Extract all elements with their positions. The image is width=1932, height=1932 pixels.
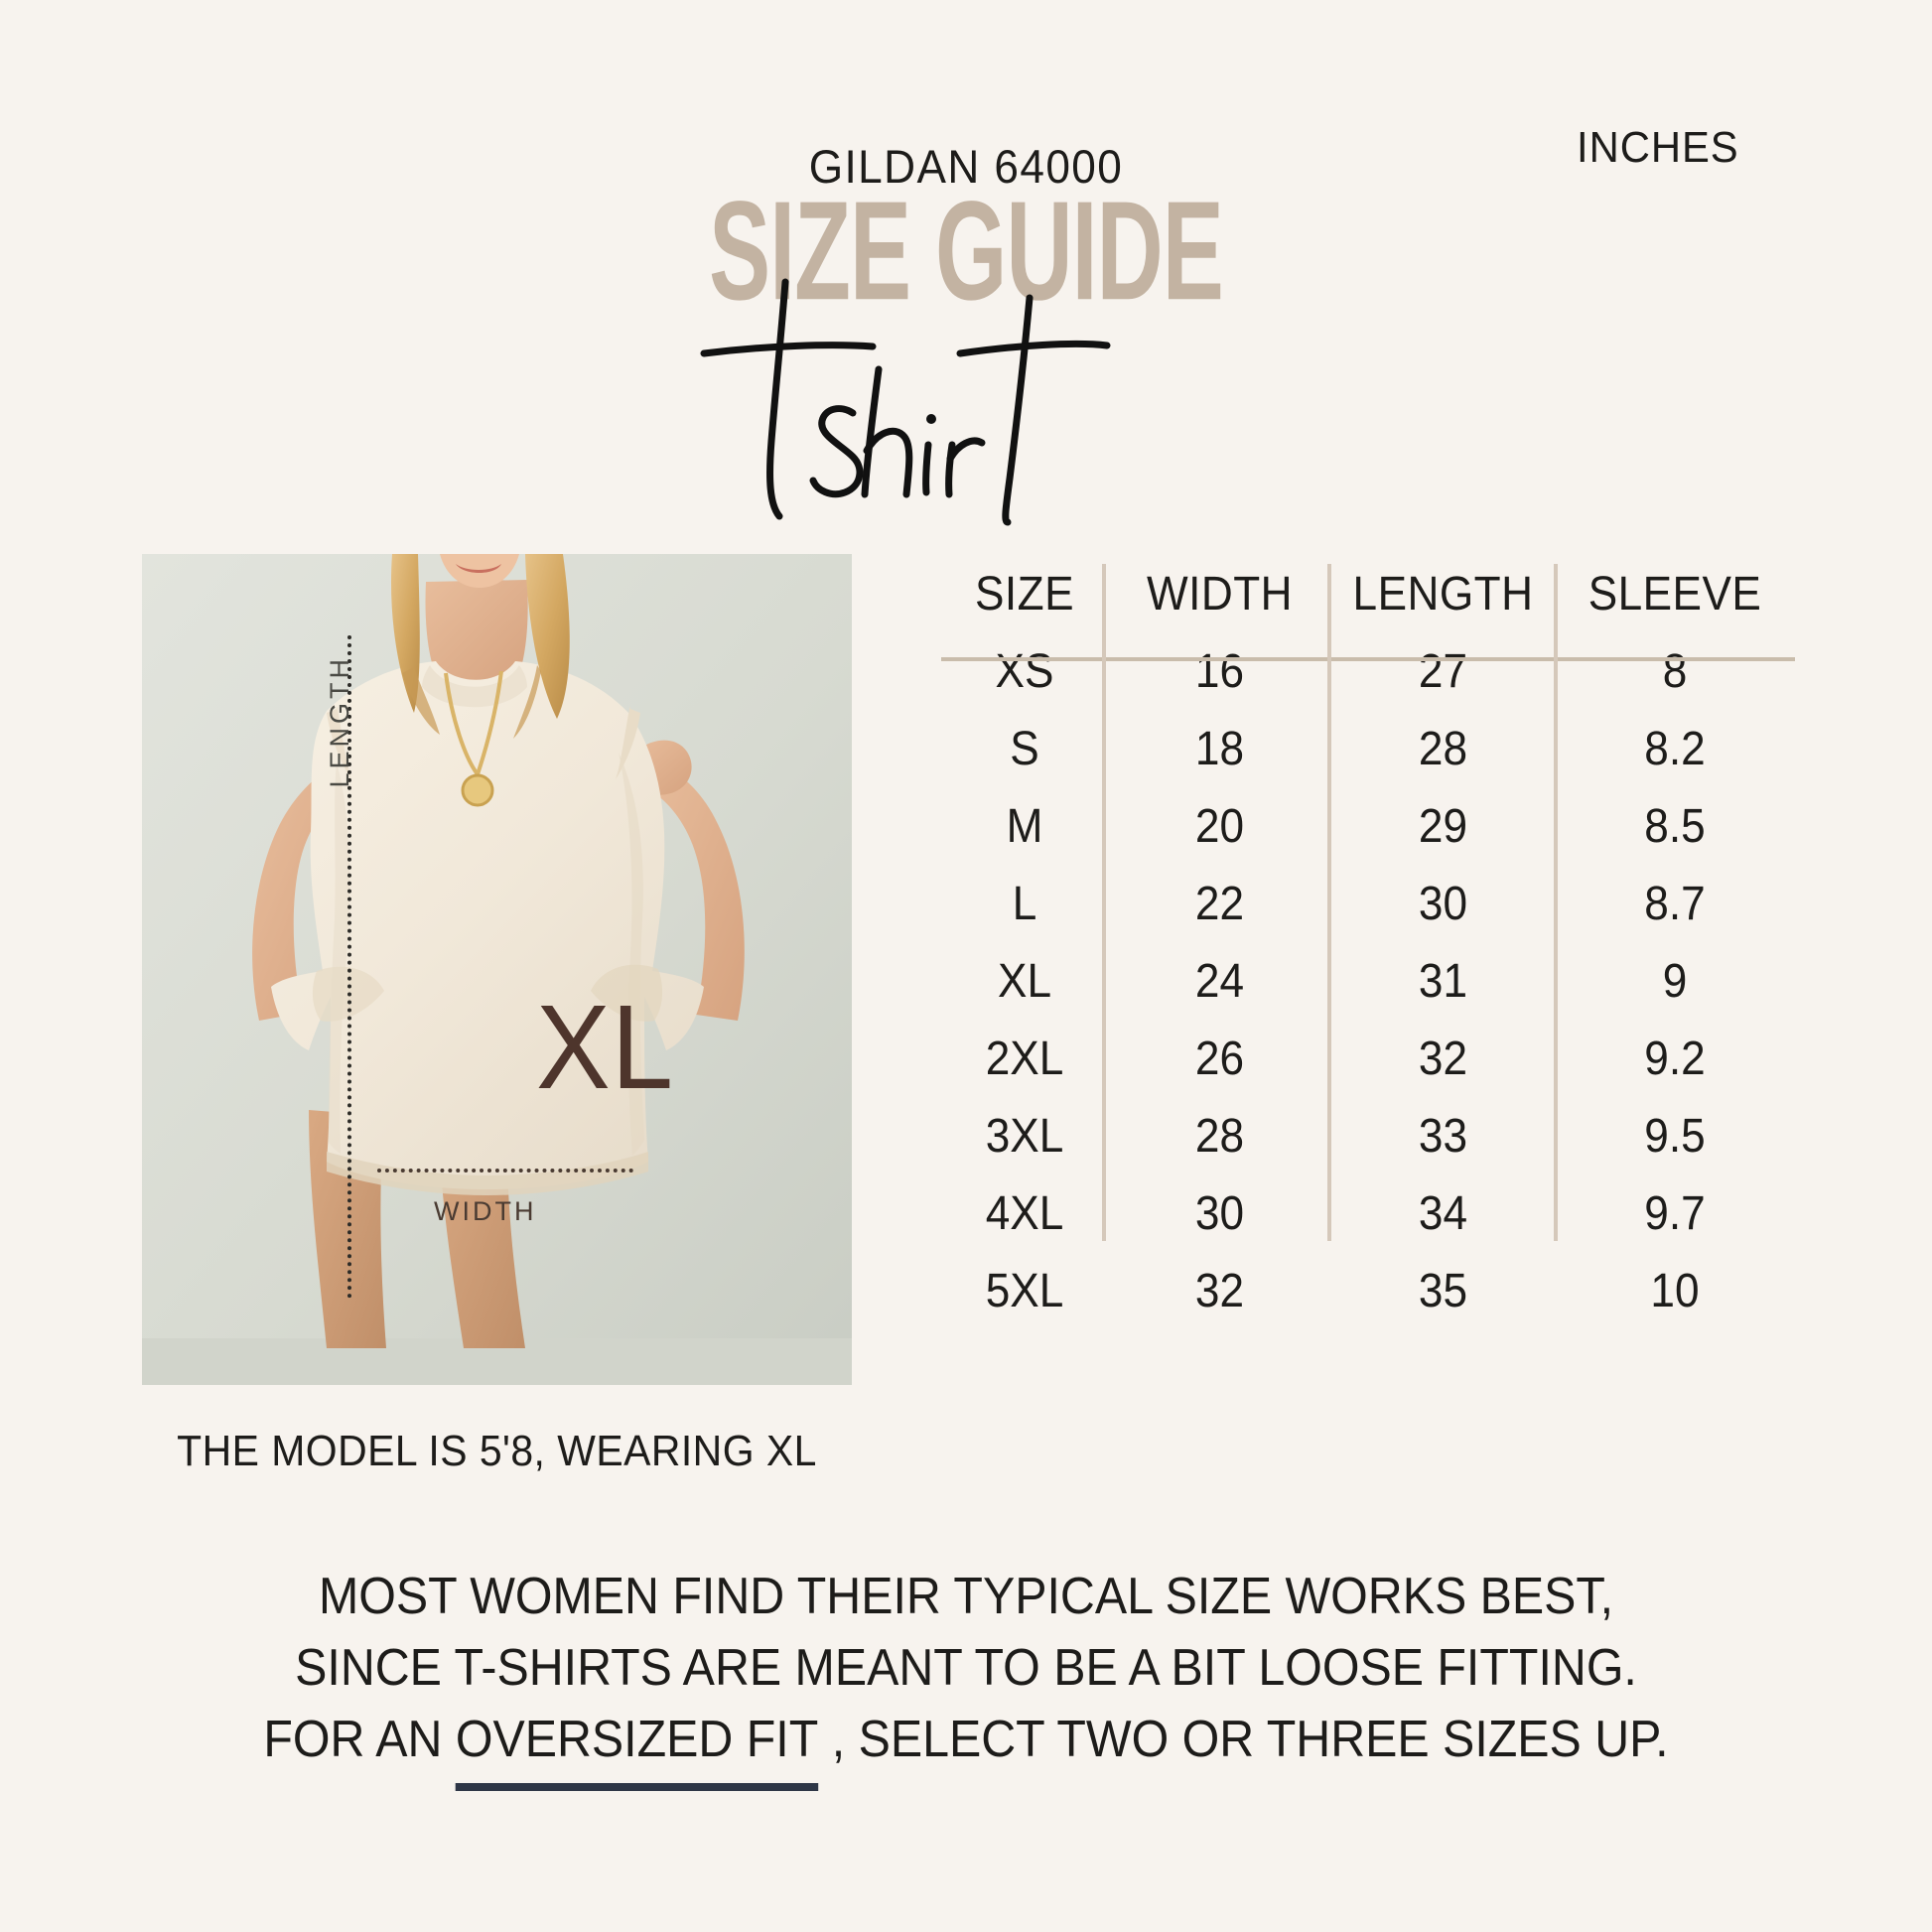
cell-width: 26	[1194, 1033, 1245, 1085]
model-photo: LENGTH WIDTH XL	[142, 554, 852, 1385]
table-row: S 18 28 8.2	[941, 711, 1795, 788]
cell-width: 32	[1194, 1265, 1245, 1317]
fit-advice-line-1: MOST WOMEN FIND THEIR TYPICAL SIZE WORKS…	[318, 1568, 1614, 1625]
page-title: SIZE GUIDE	[709, 172, 1224, 331]
cell-length: 33	[1418, 1110, 1468, 1163]
cell-length: 35	[1418, 1265, 1468, 1317]
cell-sleeve: 10	[1650, 1265, 1700, 1317]
oversized-fit-emphasis: OVERSIZED FIT	[455, 1704, 818, 1791]
cell-length: 30	[1418, 878, 1468, 930]
cell-width: 20	[1194, 800, 1245, 853]
table-row: 3XL 28 33 9.5	[941, 1098, 1795, 1175]
cell-size: L	[1012, 878, 1037, 930]
cell-length: 28	[1418, 723, 1468, 775]
cell-sleeve: 9.5	[1644, 1110, 1706, 1163]
brand-code: GILDAN 64000	[808, 140, 1124, 193]
table-column-divider-3	[1554, 564, 1558, 1241]
cell-sleeve: 9	[1662, 955, 1688, 1008]
cell-sleeve: 8	[1662, 645, 1688, 698]
cell-length: 32	[1418, 1033, 1468, 1085]
width-measure-line	[377, 1169, 633, 1173]
table-row: XS 16 27 8	[941, 633, 1795, 711]
column-header-size: SIZE	[975, 568, 1074, 621]
cell-length: 27	[1418, 645, 1468, 698]
model-caption: THE MODEL IS 5'8, WEARING XL	[177, 1427, 817, 1475]
cell-size: 5XL	[985, 1265, 1064, 1317]
cell-size: 4XL	[985, 1187, 1064, 1240]
unit-label: INCHES	[1577, 123, 1739, 172]
width-measure-label: WIDTH	[434, 1196, 537, 1226]
fit-advice-line-2: SINCE T-SHIRTS ARE MEANT TO BE A BIT LOO…	[295, 1639, 1637, 1697]
table-column-divider-2	[1327, 564, 1331, 1241]
cell-sleeve: 9.2	[1644, 1033, 1706, 1085]
table-row: 2XL 26 32 9.2	[941, 1021, 1795, 1098]
length-measure-label: LENGTH	[325, 655, 354, 788]
cell-size: M	[1006, 800, 1043, 853]
table-header-rule	[941, 657, 1795, 661]
cell-size: 3XL	[985, 1110, 1064, 1163]
table-row: M 20 29 8.5	[941, 788, 1795, 866]
cell-length: 29	[1418, 800, 1468, 853]
size-table: SIZE WIDTH LENGTH SLEEVE XS 16 27 8 S 18 28 8.2…	[941, 556, 1795, 1317]
table-row: 5XL 32 35 10	[941, 1253, 1795, 1330]
table-row: L 22 30 8.7	[941, 866, 1795, 943]
cell-width: 28	[1194, 1110, 1245, 1163]
cell-size: XS	[995, 645, 1054, 698]
size-badge: XL	[536, 980, 674, 1115]
fit-advice: MOST WOMEN FIND THEIR TYPICAL SIZE WORKS…	[0, 1561, 1932, 1791]
cell-sleeve: 9.7	[1644, 1187, 1706, 1240]
cell-width: 30	[1194, 1187, 1245, 1240]
cell-size: 2XL	[985, 1033, 1064, 1085]
column-header-length: LENGTH	[1352, 568, 1534, 621]
cell-sleeve: 8.5	[1644, 800, 1706, 853]
column-header-sleeve: SLEEVE	[1587, 568, 1762, 621]
cell-size: XL	[997, 955, 1052, 1008]
table-body: XS 16 27 8 S 18 28 8.2 M 20 29 8.5 L 22 30 8.7 XL 24 31 9 2X…	[941, 633, 1795, 1330]
table-header-row: SIZE WIDTH LENGTH SLEEVE	[941, 556, 1795, 633]
cell-length: 31	[1418, 955, 1468, 1008]
cell-sleeve: 8.7	[1644, 878, 1706, 930]
cell-width: 16	[1194, 645, 1245, 698]
table-row: XL 24 31 9	[941, 943, 1795, 1021]
table-row: 4XL 30 34 9.7	[941, 1175, 1795, 1253]
fit-advice-line-3: FOR AN OVERSIZED FIT , SELECT TWO OR THR…	[68, 1704, 1864, 1791]
cell-sleeve: 8.2	[1644, 723, 1706, 775]
length-measure-line	[347, 635, 351, 1299]
cell-width: 24	[1194, 955, 1245, 1008]
cell-width: 18	[1194, 723, 1245, 775]
cell-width: 22	[1194, 878, 1245, 930]
cell-length: 34	[1418, 1187, 1468, 1240]
table-column-divider-1	[1102, 564, 1106, 1241]
cell-size: S	[1010, 723, 1039, 775]
fit-advice-line-3-pre: FOR AN	[263, 1711, 456, 1768]
fit-advice-line-3-post: , SELECT TWO OR THREE SIZES UP.	[831, 1711, 1669, 1768]
column-header-width: WIDTH	[1146, 568, 1293, 621]
